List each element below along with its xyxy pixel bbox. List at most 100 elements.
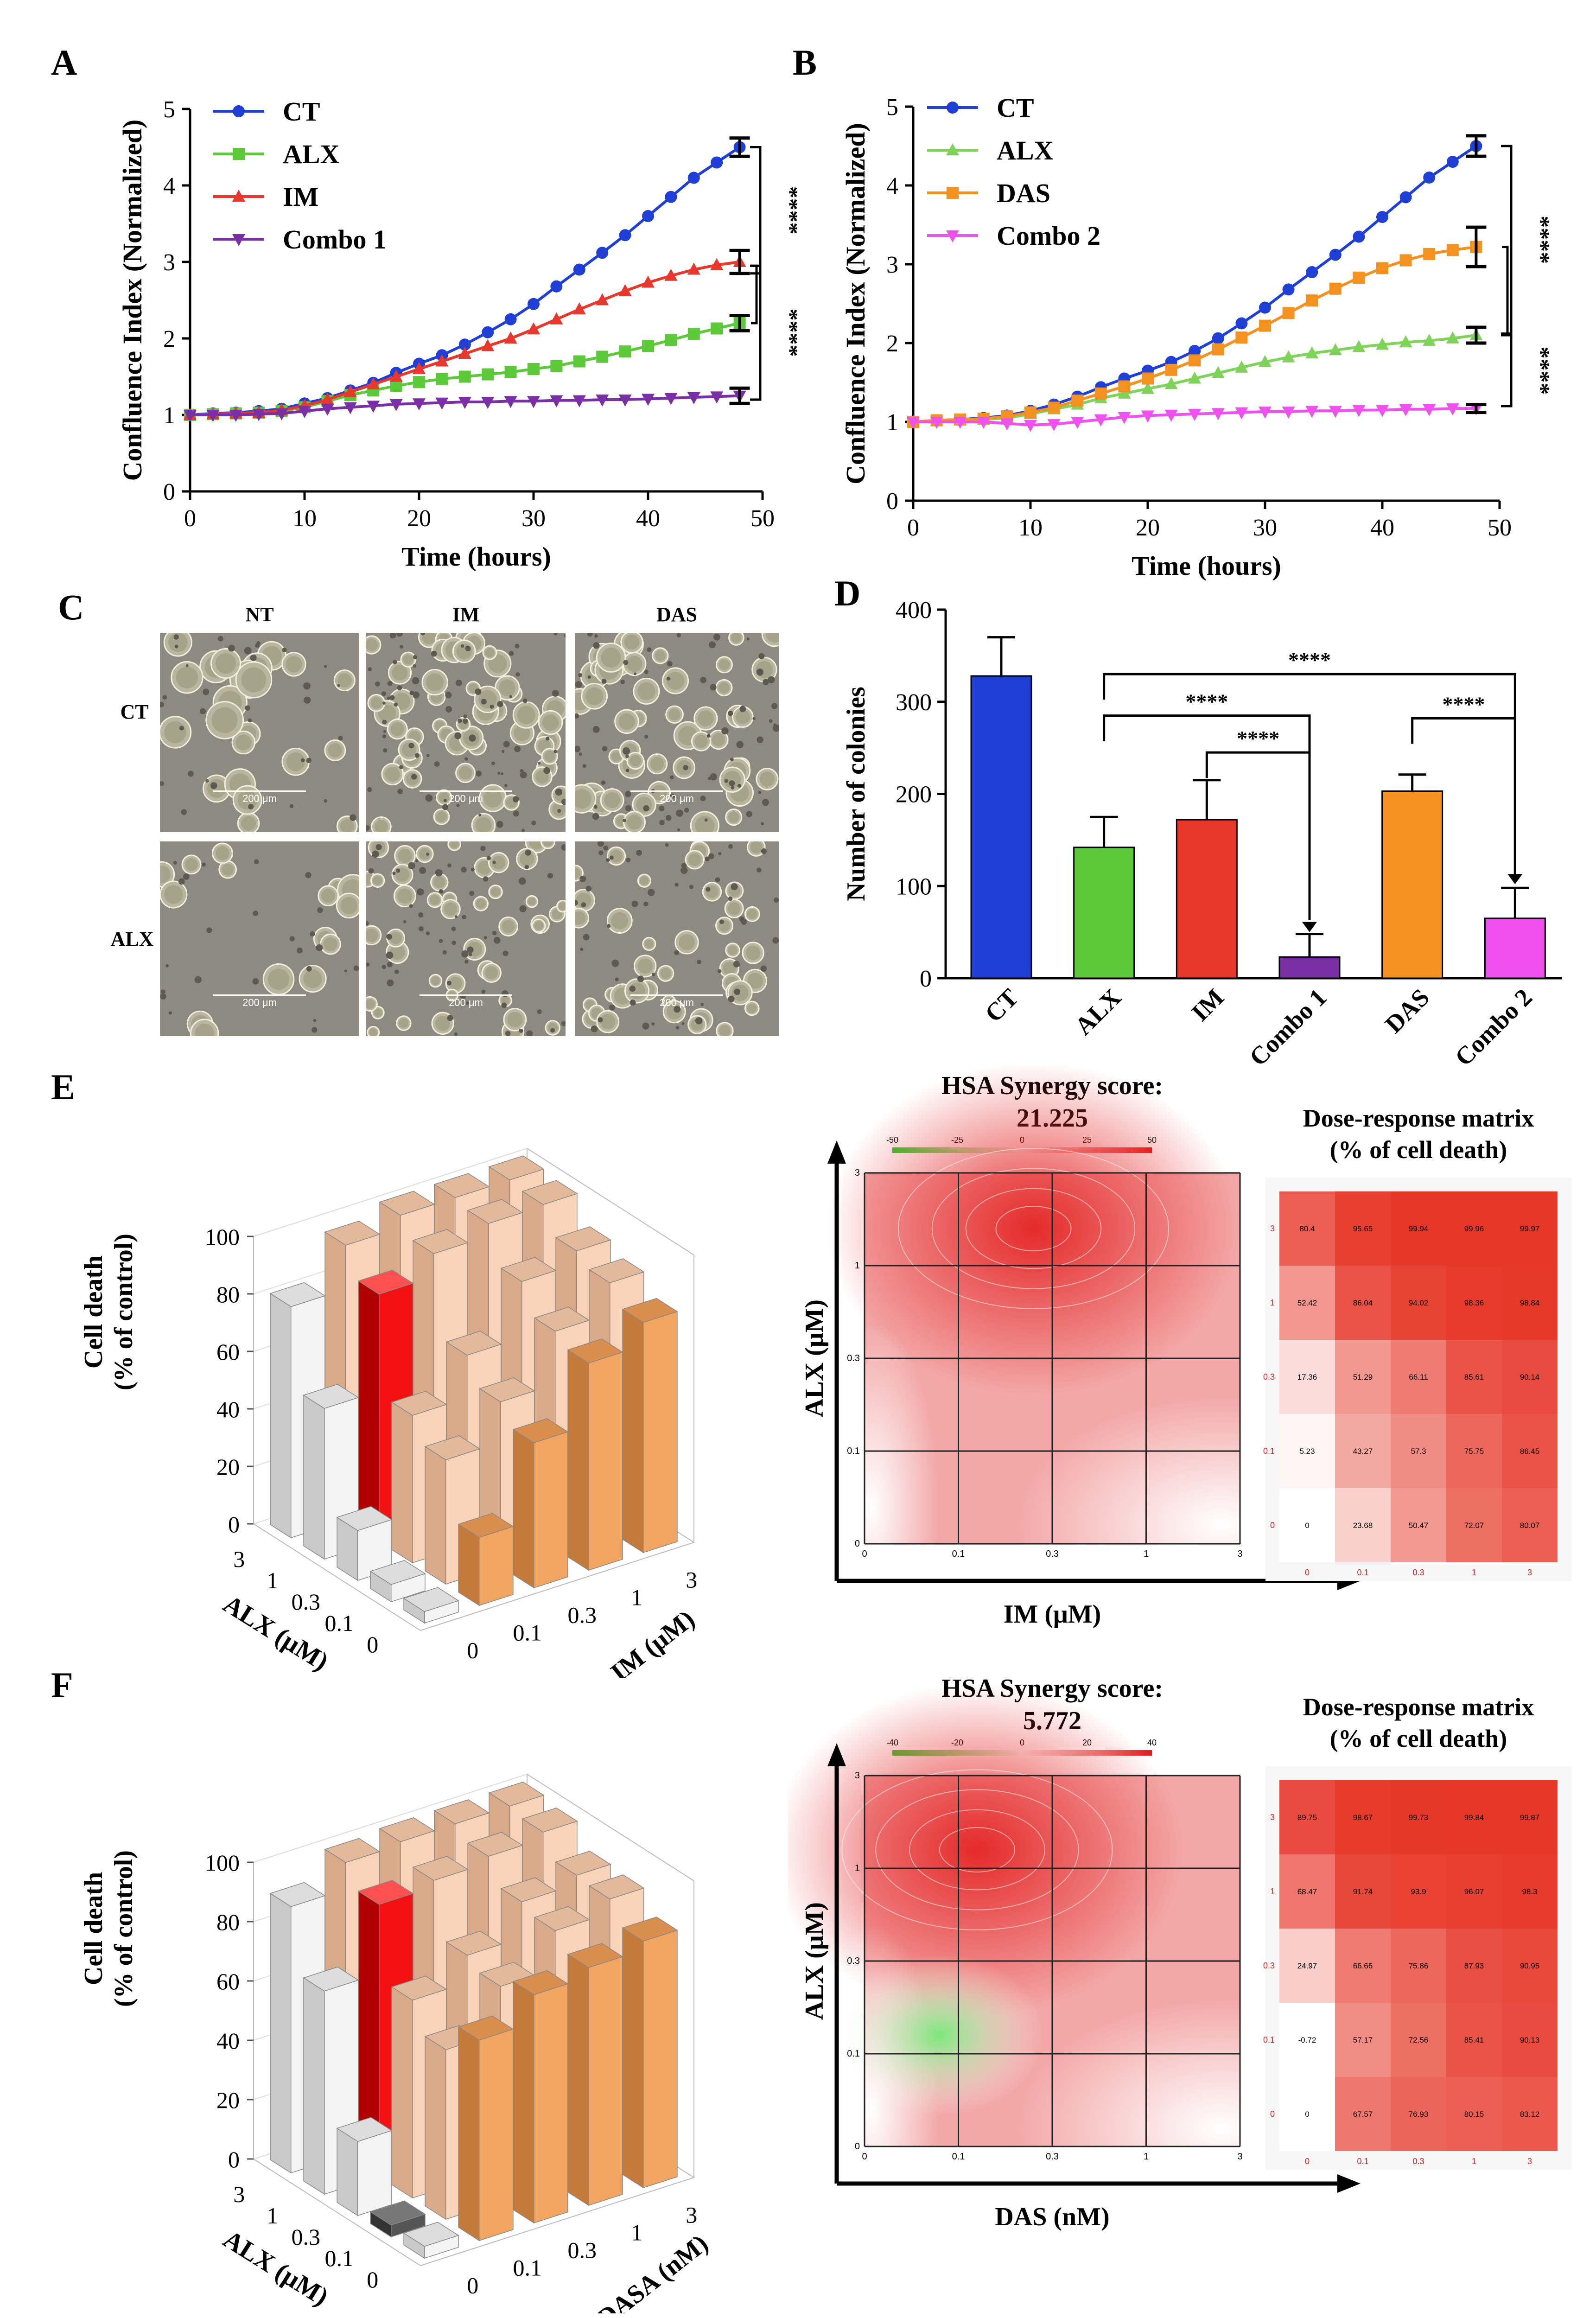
debris bbox=[762, 799, 769, 806]
z-axis-title: Cell death bbox=[79, 1255, 108, 1369]
debris bbox=[368, 868, 374, 874]
debris bbox=[578, 673, 582, 677]
debris bbox=[760, 965, 767, 972]
debris bbox=[253, 911, 259, 917]
data-point bbox=[1141, 382, 1154, 394]
y-tick-label: 4 bbox=[886, 173, 898, 199]
debris bbox=[575, 745, 581, 752]
micrograph-alx-nt: 200 μm bbox=[160, 841, 359, 1036]
debris bbox=[519, 1028, 523, 1033]
significance-bracket bbox=[751, 264, 758, 325]
cell-core bbox=[340, 897, 358, 914]
matrix-cell-value: 85.41 bbox=[1464, 2036, 1484, 2044]
debris bbox=[481, 989, 486, 994]
data-point bbox=[550, 395, 563, 408]
data-point bbox=[321, 403, 334, 416]
debris bbox=[505, 1031, 511, 1036]
debris bbox=[203, 688, 209, 695]
matrix-cell bbox=[1335, 1266, 1391, 1340]
debris bbox=[174, 644, 178, 649]
data-point bbox=[1048, 401, 1060, 414]
debris bbox=[597, 841, 604, 847]
row-header-alx: ALX bbox=[110, 928, 154, 950]
y-axis-title: ALX (μM) bbox=[800, 1299, 829, 1417]
data-point bbox=[1094, 387, 1107, 400]
debris bbox=[417, 888, 424, 896]
panel-letter-e: E bbox=[51, 1067, 76, 1107]
cell-core bbox=[745, 945, 761, 961]
matrix-cell-value: 66.11 bbox=[1409, 1373, 1428, 1382]
matrix-cell bbox=[1446, 1854, 1502, 1929]
debris bbox=[601, 780, 606, 785]
scale-bar: 200 μm bbox=[630, 994, 723, 1009]
data-point bbox=[596, 395, 609, 407]
matrix-row-label: 3 bbox=[1270, 1813, 1275, 1822]
data-point bbox=[1164, 409, 1178, 422]
data-point bbox=[1142, 372, 1154, 385]
data-point bbox=[618, 284, 632, 296]
data-point bbox=[687, 172, 700, 184]
debris bbox=[492, 930, 497, 936]
debris bbox=[465, 645, 471, 651]
debris bbox=[255, 643, 260, 648]
debris bbox=[493, 936, 501, 944]
data-point bbox=[367, 401, 380, 413]
bar-face-top bbox=[555, 1851, 611, 1876]
debris bbox=[601, 678, 607, 684]
data-point bbox=[1024, 420, 1037, 432]
cell-core bbox=[610, 850, 623, 862]
bar-face-top bbox=[479, 1377, 535, 1402]
y-tick-label: 1 bbox=[886, 409, 898, 436]
significance-label: **** bbox=[1237, 726, 1279, 750]
z-tick-label: 40 bbox=[216, 1396, 240, 1422]
debris bbox=[469, 953, 472, 956]
debris bbox=[381, 691, 387, 696]
debris bbox=[602, 746, 608, 751]
matrix-cell bbox=[1391, 1340, 1446, 1414]
data-point bbox=[1329, 343, 1342, 356]
debris bbox=[382, 734, 387, 739]
cell-core bbox=[719, 659, 730, 670]
debris bbox=[719, 919, 724, 924]
cell-core bbox=[483, 789, 502, 808]
debris bbox=[710, 773, 717, 781]
data-point bbox=[1189, 354, 1201, 367]
debris bbox=[665, 815, 672, 821]
bar-face-top bbox=[433, 1799, 490, 1824]
cell-core bbox=[286, 752, 305, 771]
debris bbox=[739, 916, 745, 922]
matrix-cell bbox=[1502, 1414, 1558, 1488]
debris bbox=[462, 718, 468, 724]
data-point bbox=[642, 210, 654, 222]
y-tick-label: 0.1 bbox=[847, 1446, 860, 1456]
x-tick-label: 0 bbox=[862, 2152, 867, 2162]
matrix-cell-value: 72.56 bbox=[1409, 2036, 1429, 2044]
significance-bracket bbox=[750, 146, 762, 275]
x-tick-label: 30 bbox=[521, 505, 546, 532]
debris bbox=[581, 902, 586, 907]
bar-face-top bbox=[512, 1970, 569, 1995]
bar-face-top bbox=[412, 1856, 469, 1881]
y-tick-label: 100 bbox=[896, 873, 932, 900]
bar-3d bbox=[512, 1418, 569, 1589]
matrix-cell bbox=[1391, 1266, 1446, 1340]
legend-marker bbox=[233, 105, 245, 117]
y-axis-title: ALX (μM) bbox=[800, 1902, 829, 2020]
alx-tick-label: 0.3 bbox=[292, 1589, 321, 1615]
debris bbox=[469, 891, 475, 896]
data-point bbox=[1165, 363, 1177, 376]
debris bbox=[677, 828, 680, 831]
data-point bbox=[1259, 319, 1271, 332]
x-tick-label: 30 bbox=[1253, 515, 1277, 541]
significance-bracket bbox=[1501, 145, 1513, 335]
legend-marker bbox=[947, 102, 959, 114]
x-tick-label: 0.3 bbox=[1046, 2152, 1059, 2162]
debris bbox=[674, 882, 679, 887]
debris bbox=[666, 676, 671, 681]
cell-core bbox=[575, 867, 581, 879]
bar-face-side bbox=[270, 1892, 292, 2174]
x-tick-label: 0 bbox=[862, 1549, 867, 1559]
z-tick-label: 20 bbox=[216, 1454, 240, 1480]
debris bbox=[731, 883, 738, 891]
